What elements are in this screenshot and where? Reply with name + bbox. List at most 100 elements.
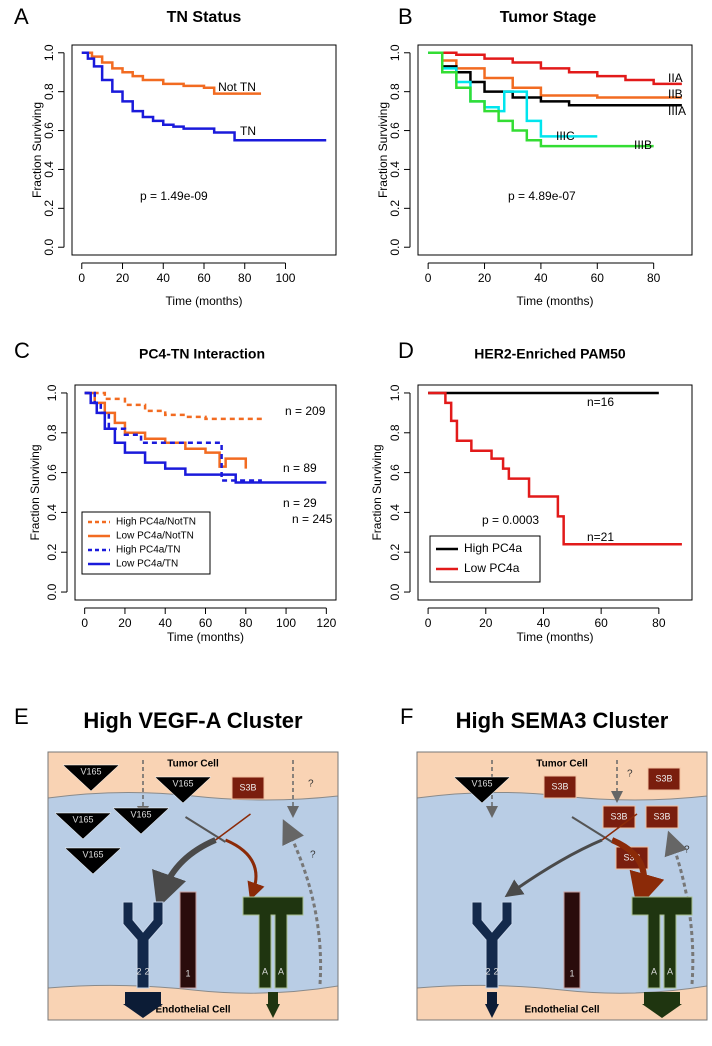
survival-curve	[428, 391, 682, 546]
x-tick-label: 80	[652, 616, 666, 630]
signal-output	[123, 992, 163, 1018]
y-tick-label: 0.4	[45, 504, 59, 521]
x-axis-title: Time (months)	[517, 294, 594, 308]
receptor-label: 2	[144, 966, 149, 976]
question-mark: ?	[310, 850, 316, 861]
panel-letter: F	[400, 704, 413, 729]
y-axis-title: Fraction Surviving	[28, 444, 42, 540]
legend-box	[429, 535, 541, 583]
cell-label: Endothelial Cell	[524, 1005, 599, 1016]
receptor-label: A	[651, 966, 657, 976]
y-tick-label: 0.4	[388, 504, 402, 521]
y-tick-label: 0.2	[388, 544, 402, 561]
signal-output	[266, 992, 280, 1018]
y-tick-label: 0.2	[45, 544, 59, 561]
cell-label: Endothelial Cell	[155, 1005, 230, 1016]
x-tick-label: 40	[159, 616, 173, 630]
nrp1	[179, 891, 197, 989]
vegf-ligand	[453, 776, 511, 804]
y-tick-label: 1.0	[45, 384, 59, 401]
y-tick-label: 1.0	[388, 44, 402, 61]
receptor-label: A	[667, 966, 673, 976]
question-mark: ?	[308, 779, 314, 790]
plot-frame	[417, 44, 693, 256]
sema-ligand	[645, 805, 679, 829]
panel-letter: A	[14, 4, 29, 29]
sema-ligand	[231, 776, 265, 800]
x-tick-label: 60	[197, 271, 211, 285]
chart-title: Tumor Stage	[500, 9, 597, 26]
y-axis-title: Fraction Surviving	[30, 102, 44, 198]
ligand-label: S3B	[551, 781, 568, 791]
curve-label: n=16	[587, 395, 614, 409]
curve-label: n = 89	[283, 461, 317, 475]
inhibition	[601, 813, 638, 841]
y-tick-label: 0.8	[42, 83, 56, 100]
plot-frame	[417, 384, 693, 601]
x-axis-title: Time (months)	[166, 294, 243, 308]
ligand-label: S3B	[623, 852, 640, 862]
recycling-arrow	[282, 819, 323, 985]
p-value: p = 1.49e-09	[140, 189, 208, 203]
legend-label: Low PC4a/TN	[116, 559, 178, 570]
signal-output	[485, 992, 499, 1018]
x-tick-label: 80	[238, 271, 252, 285]
y-axis-title: Fraction Surviving	[370, 444, 384, 540]
y-tick-label: 0.6	[45, 464, 59, 481]
receptor-label: 2	[493, 966, 498, 976]
y-tick-label: 1.0	[388, 384, 402, 401]
x-tick-label: 0	[425, 616, 432, 630]
legend-label: Low PC4a/NotTN	[116, 531, 194, 542]
curve-label: n = 29	[283, 496, 317, 510]
x-tick-label: 0	[81, 616, 88, 630]
vegf-signal-arrow	[504, 838, 603, 898]
x-tick-label: 80	[647, 271, 661, 285]
sema-signal-arrow	[610, 837, 665, 910]
vegf-ligand	[154, 776, 212, 804]
x-tick-label: 40	[537, 616, 551, 630]
vegf-signal-arrow	[152, 837, 217, 909]
y-tick-label: 1.0	[42, 44, 56, 61]
sema-ligand	[647, 767, 681, 791]
cell-label: Tumor Cell	[167, 759, 219, 770]
curve-label: IIIB	[634, 138, 652, 152]
survival-curve	[81, 51, 262, 95]
legend-label: High PC4a/TN	[116, 545, 180, 556]
x-tick-label: 20	[116, 271, 130, 285]
y-axis-title: Fraction Surviving	[376, 102, 390, 198]
y-tick-label: 0.6	[388, 464, 402, 481]
x-tick-label: 40	[534, 271, 548, 285]
diagram-title: High VEGF-A Cluster	[83, 708, 303, 733]
curve-label: TN	[240, 124, 256, 138]
x-tick-label: 100	[275, 271, 295, 285]
receptor-label: 1	[569, 968, 574, 978]
curve-label: n = 245	[292, 512, 333, 526]
diagram: High SEMA3 Cluster Tumor Cell Endothelial …	[416, 708, 708, 1021]
survival-curve	[84, 391, 262, 421]
vegfr2	[122, 901, 164, 989]
curve-label: n=21	[587, 530, 614, 544]
ligand-label: V165	[130, 809, 151, 819]
diagram-frame	[47, 751, 339, 1021]
survival-curve	[84, 391, 262, 482]
vegf-ligand	[64, 847, 122, 875]
panel-letter: C	[14, 338, 30, 363]
x-tick-label: 20	[478, 271, 492, 285]
x-tick-label: 20	[118, 616, 132, 630]
endothelial-cell	[47, 984, 339, 1021]
y-tick-label: 0.0	[388, 583, 402, 600]
survival-curve	[81, 51, 327, 142]
survival-curve	[84, 391, 327, 484]
survival-curve	[428, 51, 598, 138]
x-axis-title: Time (months)	[167, 630, 244, 644]
cell-label: Tumor Cell	[536, 759, 588, 770]
x-tick-label: 60	[199, 616, 213, 630]
panel-letter: E	[14, 704, 29, 729]
survival-curve	[428, 51, 682, 86]
plexin	[631, 896, 693, 989]
x-tick-label: 40	[157, 271, 171, 285]
x-axis-title: Time (months)	[517, 630, 594, 644]
ligand-label: V165	[82, 849, 103, 859]
y-tick-label: 0.0	[388, 239, 402, 256]
